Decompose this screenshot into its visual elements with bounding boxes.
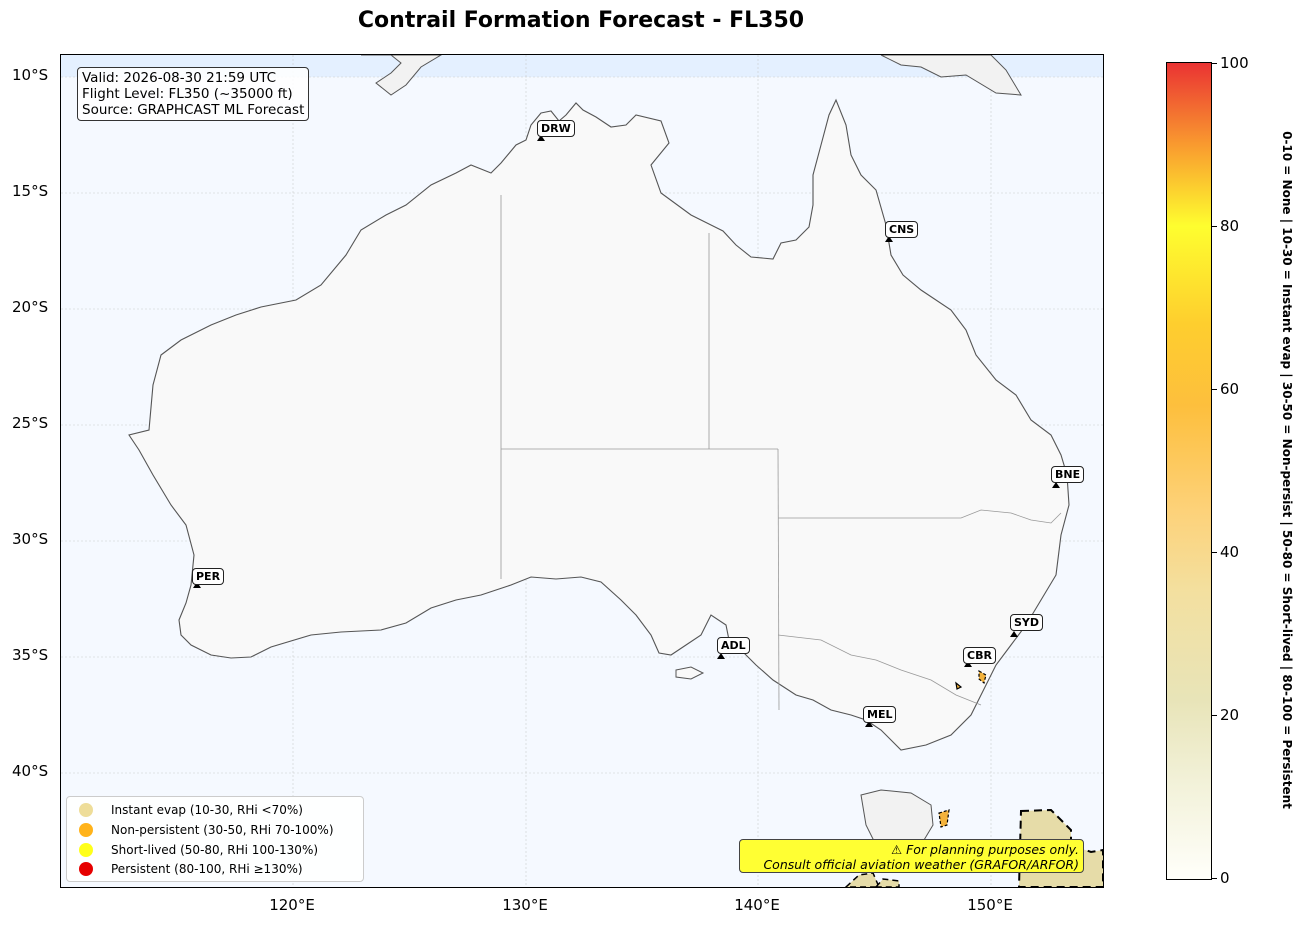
legend-label: Short-lived (50-80, RHi 100-130%) xyxy=(111,843,319,857)
colorbar-label-60: 60 xyxy=(1220,380,1240,398)
station-label-cbr[interactable]: CBR xyxy=(963,647,996,664)
papua-landmass xyxy=(880,55,1022,96)
disclaimer-line-1: ⚠ For planning purposes only. xyxy=(891,842,1079,857)
lat-label-20s: 20°S xyxy=(12,298,49,316)
lat-label-30s: 30°S xyxy=(12,530,49,548)
legend-label: Persistent (80-100, RHi ≥130%) xyxy=(111,862,303,876)
state-borders xyxy=(500,195,1062,711)
colorbar-caption-text: 0-10 = None | 10-30 = Instant evap | 30-… xyxy=(1280,131,1294,809)
colorbar-tick xyxy=(1211,552,1217,553)
colorbar-tick xyxy=(1211,878,1217,879)
lat-label-35s: 35°S xyxy=(12,646,49,664)
station-label-cns[interactable]: CNS xyxy=(885,221,919,238)
station-label-syd[interactable]: SYD xyxy=(1010,614,1044,631)
lon-label-140e: 140°E xyxy=(734,896,780,914)
lat-label-25s: 25°S xyxy=(12,414,49,432)
lon-label-120e: 120°E xyxy=(269,896,315,914)
legend-item-non-persistent: Non-persistent (30-50, RHi 70-100%) xyxy=(79,820,334,840)
station-label-mel[interactable]: MEL xyxy=(863,706,897,723)
legend-swatch-non-persistent xyxy=(79,823,93,837)
lon-label-150e: 150°E xyxy=(967,896,1013,914)
valid-time: Valid: 2026-08-30 21:59 UTC xyxy=(82,70,277,86)
legend-item-persistent: Persistent (80-100, RHi ≥130%) xyxy=(79,859,303,879)
flight-level: Flight Level: FL350 (~35000 ft) xyxy=(82,86,293,102)
map-panel[interactable] xyxy=(60,54,1104,888)
lat-label-10s: 10°S xyxy=(12,66,49,84)
station-label-drw[interactable]: DRW xyxy=(537,120,575,137)
colorbar-tick xyxy=(1211,63,1217,64)
chart-title: Contrail Formation Forecast - FL350 xyxy=(357,8,805,33)
data-source: Source: GRAPHCAST ML Forecast xyxy=(82,102,305,118)
top-ocean-band xyxy=(61,55,1103,77)
colorbar-label-80: 80 xyxy=(1220,217,1240,235)
legend-swatch-persistent xyxy=(79,862,93,876)
colorbar-label-0: 0 xyxy=(1220,869,1230,887)
disclaimer-line-2: Consult official aviation weather (GRAFO… xyxy=(763,857,1079,872)
colorbar-tick xyxy=(1211,226,1217,227)
legend-item-short-lived: Short-lived (50-80, RHi 100-130%) xyxy=(79,840,318,860)
lat-label-15s: 15°S xyxy=(12,182,49,200)
colorbar-label-100: 100 xyxy=(1220,54,1249,72)
colorbar xyxy=(1166,62,1212,880)
new-guinea-landmass xyxy=(361,55,442,96)
info-box: Valid: 2026-08-30 21:59 UTC Flight Level… xyxy=(77,67,310,121)
map-canvas xyxy=(61,55,1103,887)
legend-label: Non-persistent (30-50, RHi 70-100%) xyxy=(111,823,334,837)
australia-landmass xyxy=(128,98,1070,751)
station-label-per[interactable]: PER xyxy=(192,568,225,585)
station-label-bne[interactable]: BNE xyxy=(1051,466,1085,483)
lon-label-130e: 130°E xyxy=(502,896,548,914)
colorbar-label-20: 20 xyxy=(1220,706,1240,724)
legend-swatch-short-lived xyxy=(79,843,93,857)
colorbar-tick xyxy=(1211,389,1217,390)
legend-swatch-instant-evap xyxy=(79,803,93,817)
station-label-adl[interactable]: ADL xyxy=(717,637,750,654)
lat-label-40s: 40°S xyxy=(12,762,49,780)
disclaimer-box: ⚠ For planning purposes only. Consult of… xyxy=(739,839,1084,873)
legend-item-instant-evap: Instant evap (10-30, RHi <70%) xyxy=(79,800,303,820)
colorbar-label-40: 40 xyxy=(1220,543,1240,561)
colorbar-tick xyxy=(1211,715,1217,716)
station-markers xyxy=(193,135,1060,727)
legend: Instant evap (10-30, RHi <70%) Non-persi… xyxy=(66,796,364,882)
legend-label: Instant evap (10-30, RHi <70%) xyxy=(111,803,303,817)
kangaroo-island xyxy=(675,666,705,680)
